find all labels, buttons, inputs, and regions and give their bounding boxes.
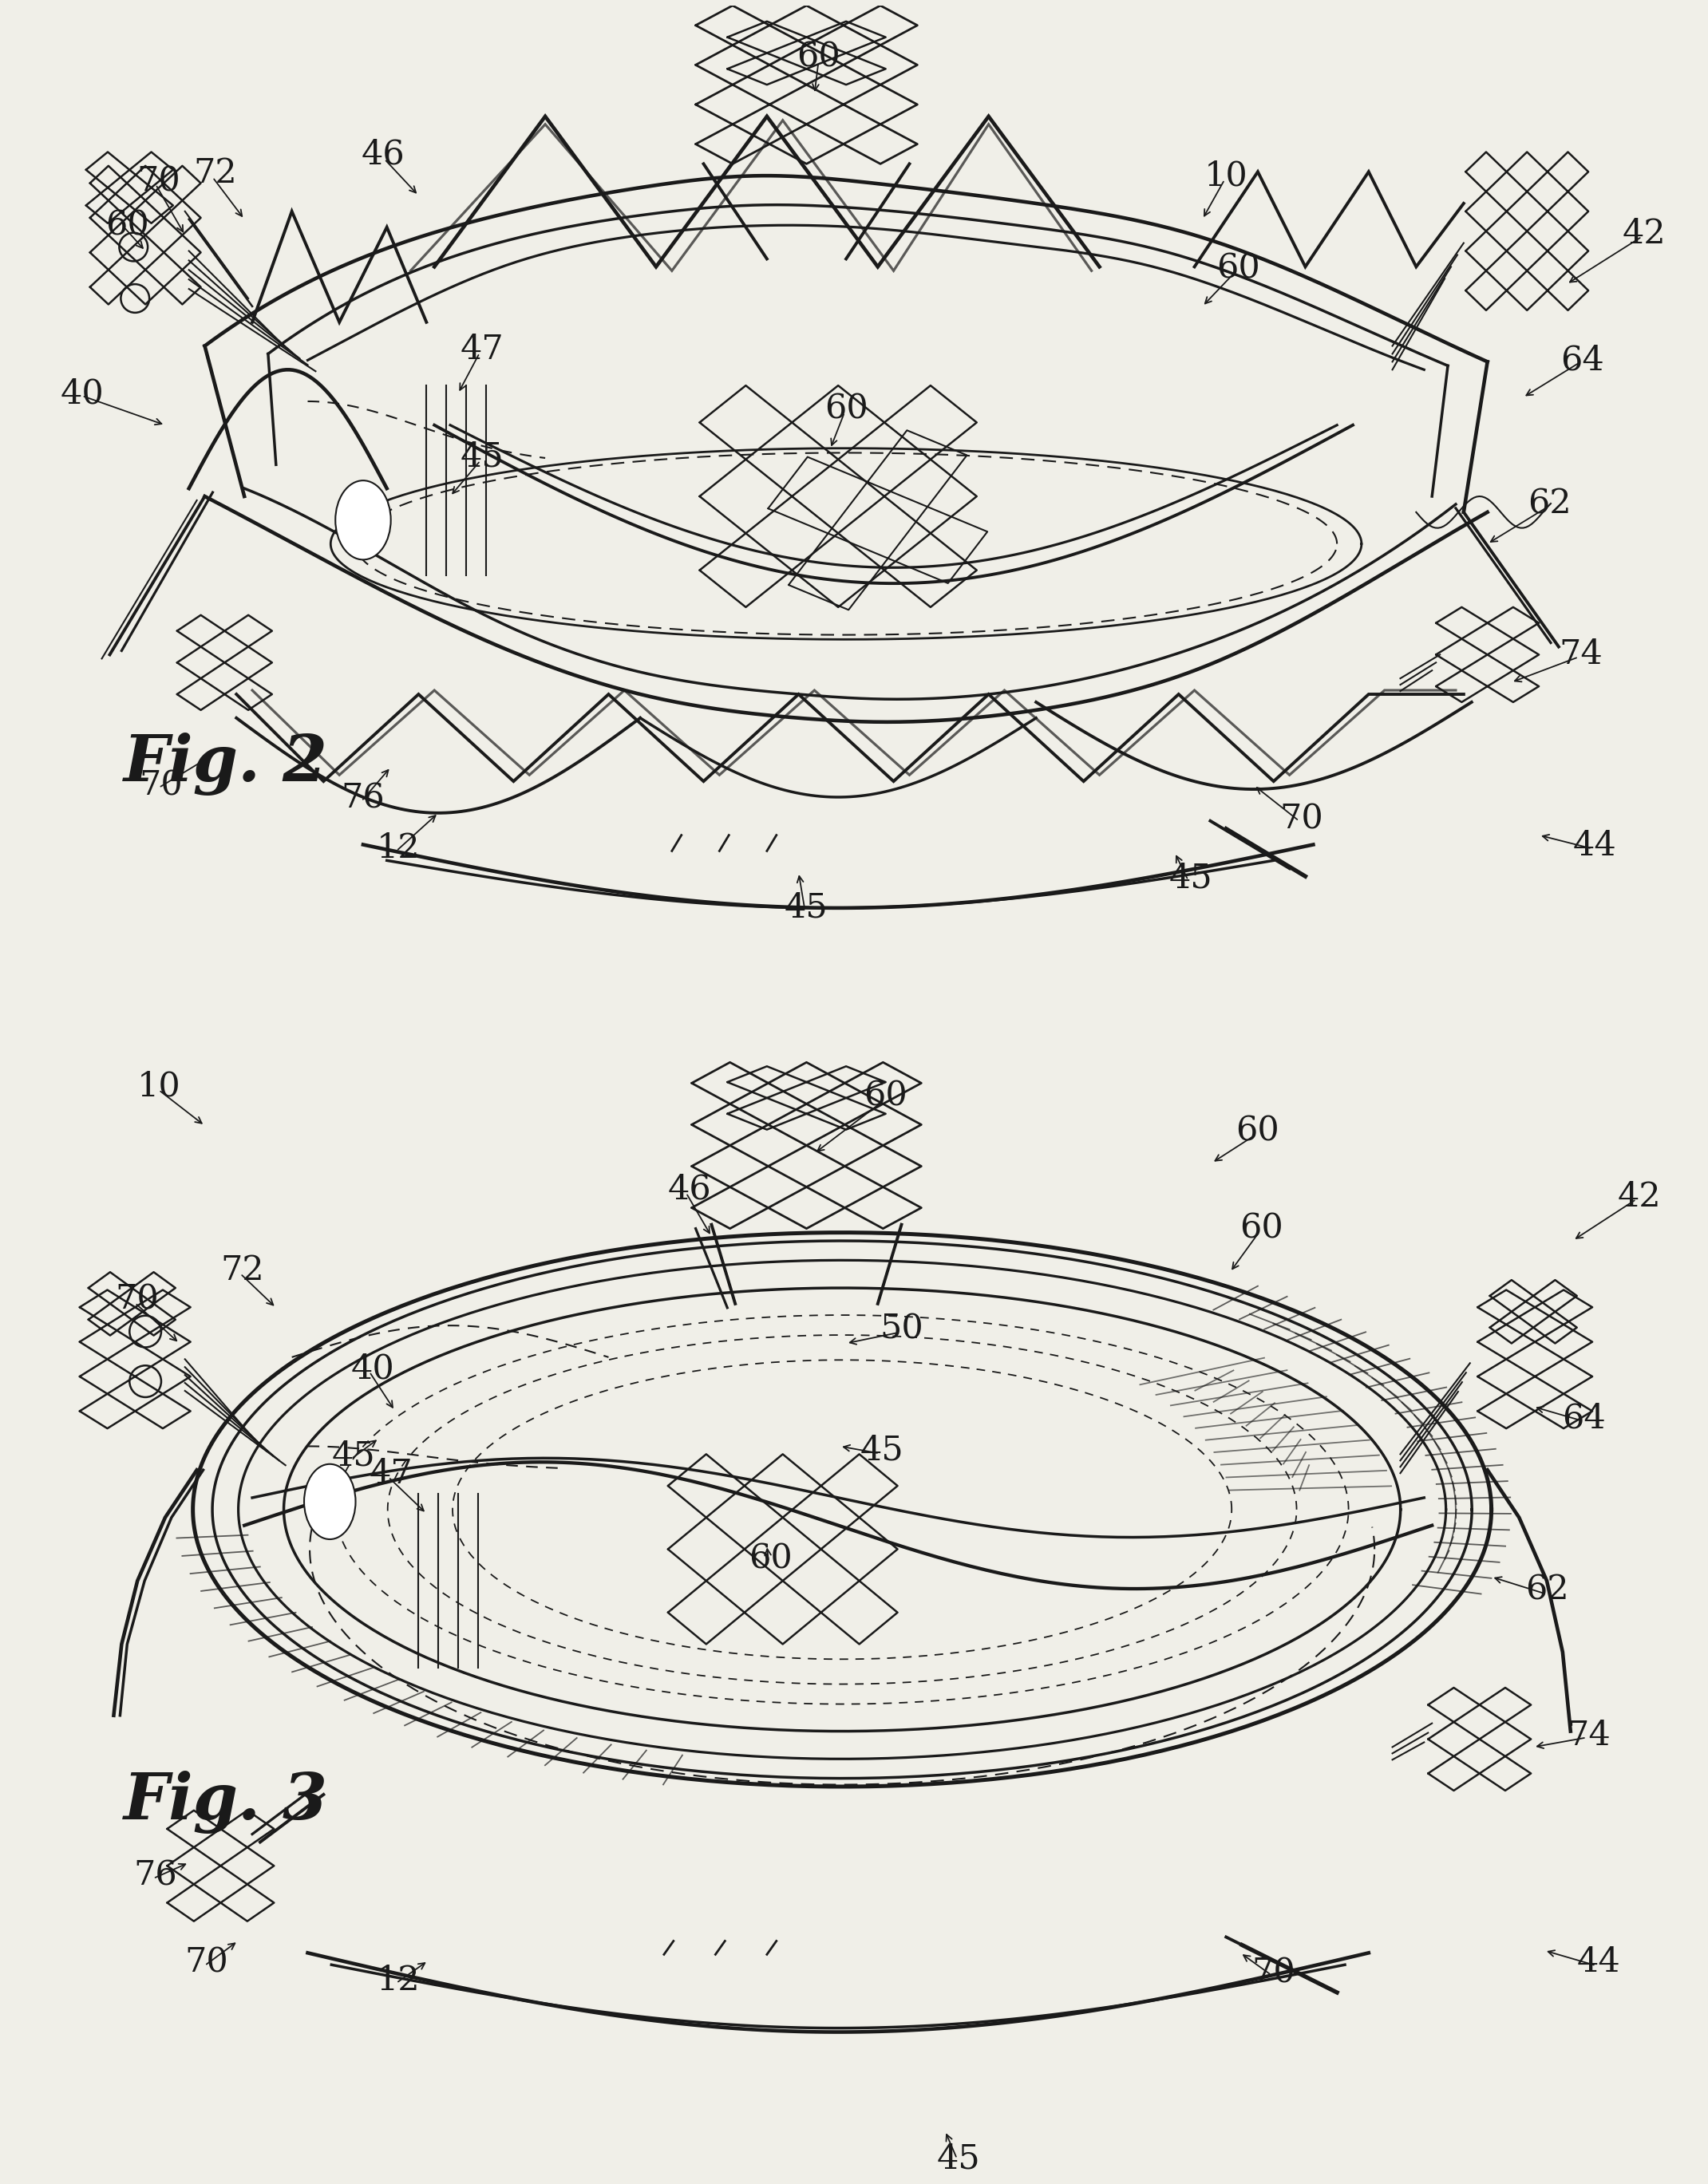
Text: 70: 70: [184, 1946, 229, 1979]
Text: 10: 10: [137, 1070, 181, 1103]
Text: 60: 60: [796, 39, 840, 74]
Text: 42: 42: [1623, 216, 1665, 251]
Text: 46: 46: [360, 138, 405, 170]
Text: 47: 47: [459, 334, 504, 367]
Text: 60: 60: [1216, 251, 1261, 286]
Text: 70: 70: [140, 769, 183, 802]
Text: 62: 62: [1525, 1572, 1568, 1607]
Text: 60: 60: [1240, 1212, 1284, 1245]
Text: 60: 60: [864, 1079, 907, 1114]
Text: 70: 70: [1279, 802, 1324, 836]
Text: 74: 74: [1559, 638, 1602, 670]
Text: 10: 10: [1204, 159, 1249, 192]
Text: 45: 45: [859, 1433, 904, 1468]
Text: 76: 76: [342, 782, 384, 815]
Text: 45: 45: [784, 891, 828, 924]
Ellipse shape: [335, 480, 391, 559]
Text: Fig. 2: Fig. 2: [125, 732, 328, 795]
Text: 45: 45: [459, 439, 504, 474]
Text: 47: 47: [369, 1457, 413, 1492]
Text: 40: 40: [350, 1352, 395, 1385]
Text: 45: 45: [936, 2143, 980, 2175]
Text: 72: 72: [220, 1254, 265, 1286]
Text: 44: 44: [1576, 1946, 1621, 1979]
Text: 64: 64: [1561, 343, 1604, 378]
Text: 64: 64: [1563, 1402, 1606, 1435]
Text: 40: 40: [60, 376, 104, 411]
Text: 60: 60: [825, 393, 868, 426]
Text: 45: 45: [1168, 860, 1213, 895]
Text: 60: 60: [750, 1542, 793, 1575]
Text: 50: 50: [880, 1313, 924, 1345]
Text: 12: 12: [377, 1963, 420, 1998]
Text: 44: 44: [1573, 830, 1616, 863]
Ellipse shape: [304, 1463, 355, 1540]
Text: 76: 76: [133, 1859, 178, 1891]
Text: 42: 42: [1617, 1179, 1662, 1214]
Text: 60: 60: [1237, 1114, 1279, 1149]
Text: 12: 12: [377, 832, 420, 865]
Text: Fig. 3: Fig. 3: [125, 1771, 328, 1835]
Text: 60: 60: [106, 210, 149, 242]
Text: 70: 70: [1252, 1957, 1295, 1990]
Text: 72: 72: [193, 157, 237, 190]
Text: 46: 46: [668, 1173, 711, 1206]
Text: 70: 70: [137, 164, 181, 199]
Text: 70: 70: [116, 1282, 159, 1317]
Text: 45: 45: [331, 1439, 376, 1472]
Text: 74: 74: [1566, 1719, 1611, 1752]
Text: 62: 62: [1527, 487, 1571, 522]
